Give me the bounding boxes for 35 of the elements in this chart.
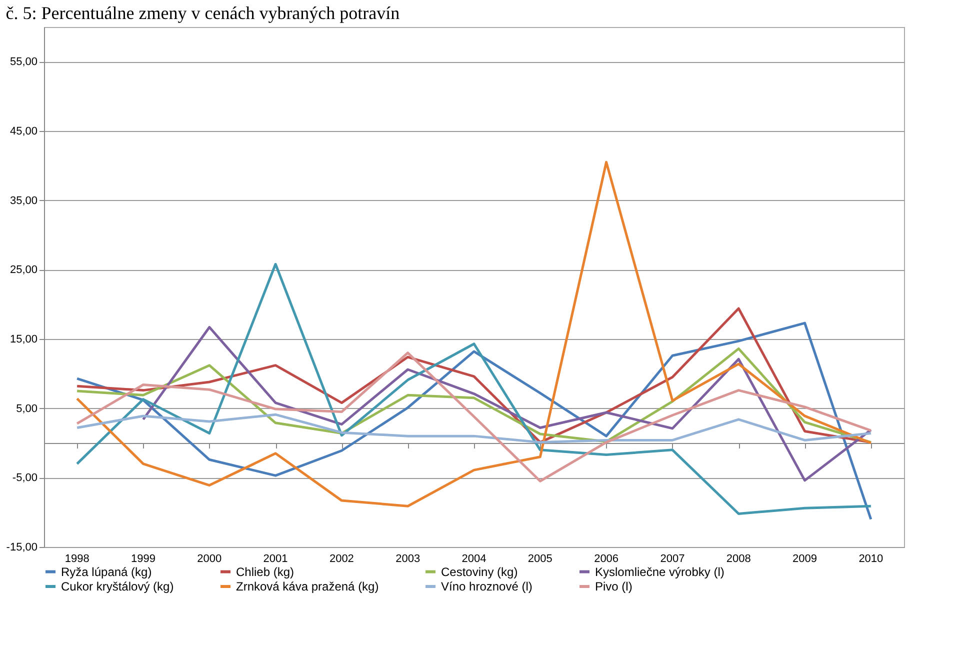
y-tick-label: 15,00 <box>10 334 38 346</box>
legend-label: Zrnková káva pražená (kg) <box>236 580 379 594</box>
line-series <box>76 413 872 444</box>
y-tick-label: 35,00 <box>10 194 38 207</box>
x-tick-label: 2000 <box>197 553 222 565</box>
legend-label: Kyslomliečne výrobky (l) <box>595 564 724 579</box>
line-series <box>76 262 872 515</box>
x-tick-label: 1999 <box>130 553 156 565</box>
y-tick-label: 5,00 <box>16 402 38 415</box>
legend-label: Cestoviny (kg) <box>441 564 518 579</box>
x-tick-label: 2003 <box>396 553 420 565</box>
y-tick-label: 45,00 <box>10 126 38 138</box>
legend-label: Chlieb (kg) <box>236 564 294 579</box>
x-tick-label: 2004 <box>462 553 486 565</box>
x-tick-label: 2007 <box>660 553 685 565</box>
x-tick-label: 2006 <box>594 553 619 565</box>
legend-label: Pivo (l) <box>595 580 632 594</box>
y-tick-label: -15,00 <box>6 542 38 554</box>
line-series <box>142 326 872 482</box>
x-tick-label: 2005 <box>528 553 552 565</box>
x-tick-label: 1998 <box>64 553 90 565</box>
x-tick-label: 2001 <box>263 553 288 565</box>
line-series <box>76 352 872 482</box>
y-tick-label: 25,00 <box>10 264 38 276</box>
x-tick-label: 2002 <box>329 553 354 565</box>
x-tick-label: 2010 <box>858 553 884 565</box>
legend-label: Ryža lúpaná (kg) <box>61 564 152 579</box>
y-tick-label: -5,00 <box>12 472 38 484</box>
legend-label: Víno hroznové (l) <box>441 580 532 594</box>
x-tick-label: 2008 <box>726 553 751 565</box>
chart-title: č. 5: Percentuálne zmeny v cenách vybraných potravín <box>6 3 400 23</box>
y-tick-label: 55,00 <box>10 56 38 68</box>
x-tick-label: 2009 <box>792 553 818 565</box>
legend-label: Cukor kryštálový (kg) <box>61 580 174 594</box>
line-series <box>76 160 872 508</box>
